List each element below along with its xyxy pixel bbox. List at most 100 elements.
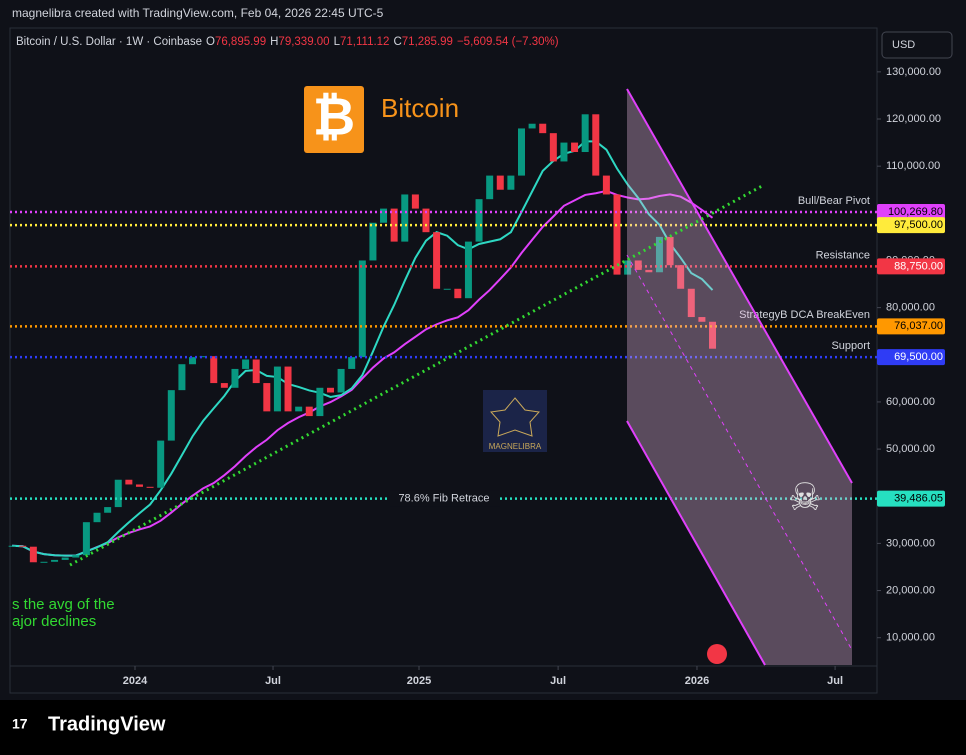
candle bbox=[602, 175, 610, 195]
candle bbox=[157, 440, 165, 488]
candle bbox=[422, 208, 430, 233]
attribution: magnelibra created with TradingView.com,… bbox=[12, 6, 384, 20]
candle bbox=[263, 383, 271, 412]
ohlc: O 76,895.99 H 79,339.00 L 71,111.12 C 71,285.99… bbox=[206, 36, 559, 48]
y-tick-label: 50,000.00 bbox=[886, 443, 935, 455]
candle bbox=[252, 359, 260, 384]
candle bbox=[486, 175, 494, 200]
candle bbox=[496, 175, 504, 190]
candle bbox=[189, 357, 197, 365]
candle bbox=[348, 357, 356, 369]
candle bbox=[655, 236, 663, 273]
candle bbox=[433, 232, 441, 289]
candle bbox=[40, 561, 48, 563]
note-line: s the avg of the bbox=[12, 596, 115, 613]
brand-mark: 17 bbox=[12, 716, 28, 732]
symbol: Bitcoin / U.S. Dollar · 1W · Coinbase bbox=[16, 36, 202, 48]
candle bbox=[146, 486, 154, 488]
candle bbox=[51, 559, 59, 562]
candle bbox=[645, 269, 653, 273]
candle bbox=[624, 260, 632, 275]
y-tick-label: 10,000.00 bbox=[886, 632, 935, 644]
candle bbox=[82, 522, 90, 556]
candle bbox=[220, 383, 228, 388]
candle bbox=[698, 317, 706, 322]
candle bbox=[687, 288, 695, 318]
candle bbox=[8, 545, 16, 547]
y-tick-label: 30,000.00 bbox=[886, 537, 935, 549]
watermark: MAGNELIBRA bbox=[489, 442, 542, 451]
candle bbox=[295, 406, 303, 412]
level-name: StrategyB DCA BreakEven bbox=[739, 309, 870, 321]
ohlc-key: H bbox=[270, 36, 278, 48]
candle bbox=[677, 265, 685, 289]
candle bbox=[104, 507, 112, 513]
ohlc-value: 71,285.99 bbox=[402, 36, 453, 48]
candle bbox=[549, 133, 557, 162]
channel-upper bbox=[626, 88, 853, 484]
candle bbox=[634, 260, 642, 270]
note-line: ajor declines bbox=[12, 613, 96, 630]
candle bbox=[517, 128, 525, 176]
candle bbox=[464, 241, 472, 299]
candle bbox=[114, 479, 122, 508]
ohlc-key: C bbox=[393, 36, 401, 48]
candle bbox=[19, 545, 27, 547]
y-tick-label: 120,000.00 bbox=[886, 113, 941, 125]
candle bbox=[231, 368, 239, 388]
level-price: 97,500.00 bbox=[894, 219, 943, 231]
candle bbox=[581, 114, 589, 153]
level-price: 69,500.00 bbox=[894, 351, 943, 363]
candle bbox=[454, 288, 462, 299]
candle bbox=[390, 208, 398, 242]
candle bbox=[125, 479, 133, 485]
x-tick-label: Jul bbox=[827, 675, 843, 687]
level-tag bbox=[877, 349, 945, 366]
candle bbox=[273, 366, 281, 412]
level-tag bbox=[877, 258, 945, 275]
ohlc-value: 71,111.12 bbox=[340, 36, 389, 48]
y-tick-label: 130,000.00 bbox=[886, 66, 941, 78]
candle bbox=[539, 123, 547, 134]
candle bbox=[560, 142, 568, 162]
candle bbox=[337, 368, 345, 393]
x-tick-label: Jul bbox=[550, 675, 566, 687]
candle bbox=[210, 356, 218, 384]
candle bbox=[135, 484, 143, 487]
currency-button[interactable] bbox=[881, 31, 953, 59]
candle bbox=[284, 366, 292, 412]
y-tick-label: 80,000.00 bbox=[886, 302, 935, 314]
level-price: 100,269.80 bbox=[888, 206, 943, 218]
level-name: Resistance bbox=[816, 249, 870, 261]
candle bbox=[507, 175, 515, 190]
ohlc-key: L bbox=[334, 36, 341, 48]
skull-icon: ☠ bbox=[788, 477, 822, 519]
candle bbox=[369, 222, 377, 261]
y-tick-label: 20,000.00 bbox=[886, 584, 935, 596]
candle bbox=[380, 208, 388, 223]
candle bbox=[316, 387, 324, 417]
event-icon[interactable] bbox=[707, 644, 727, 664]
candle bbox=[401, 194, 409, 242]
candle bbox=[178, 364, 186, 391]
x-tick-label: 2025 bbox=[407, 675, 431, 687]
candle bbox=[167, 390, 175, 441]
candle bbox=[29, 546, 37, 563]
channel-lower bbox=[626, 420, 766, 666]
candle bbox=[358, 260, 366, 358]
channel-fill bbox=[627, 89, 852, 665]
channel-mid bbox=[626, 254, 853, 651]
level-tag bbox=[877, 318, 945, 335]
candle bbox=[666, 236, 674, 266]
candle bbox=[326, 387, 334, 393]
brand: TradingView bbox=[48, 713, 166, 735]
currency[interactable]: USD bbox=[892, 39, 915, 51]
x-tick-label: Jul bbox=[265, 675, 281, 687]
chart-background bbox=[0, 0, 966, 700]
candle bbox=[305, 406, 313, 417]
level-name: Bull/Bear Pivot bbox=[798, 195, 870, 207]
level-price: 76,037.00 bbox=[894, 320, 943, 332]
level-name: 78.6% Fib Retrace bbox=[398, 493, 489, 505]
candle bbox=[93, 512, 101, 523]
